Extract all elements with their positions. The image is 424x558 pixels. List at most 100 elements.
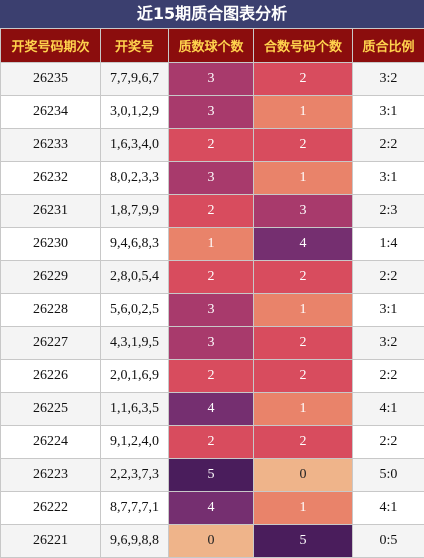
count-cell: 3 (168, 62, 254, 96)
count-cell: 2 (168, 359, 254, 393)
table-cell: 8,0,2,3,3 (100, 161, 169, 195)
count-cell: 2 (253, 62, 353, 96)
table-row: 26228 5,6,0,2,5 3 1 3:1 (0, 293, 424, 327)
table-row: 26235 7,7,9,6,7 3 2 3:2 (0, 62, 424, 96)
table-cell: 3:2 (352, 326, 424, 360)
header-cell: 开奖号 (100, 28, 169, 63)
count-cell: 2 (168, 194, 254, 228)
table-cell: 3:2 (352, 62, 424, 96)
count-cell: 1 (253, 95, 353, 129)
table-cell: 26233 (0, 128, 101, 162)
header-cell: 质合比例 (352, 28, 424, 63)
table-cell: 26223 (0, 458, 101, 492)
count-cell: 0 (168, 524, 254, 558)
table-row: 26229 2,8,0,5,4 2 2 2:2 (0, 260, 424, 294)
table: 开奖号码期次 开奖号 质数球个数 合数号码个数 质合比例 26235 7,7,9,6,7 3… (0, 28, 424, 558)
count-cell: 0 (253, 458, 353, 492)
table-row: 26232 8,0,2,3,3 3 1 3:1 (0, 161, 424, 195)
table-cell: 4:1 (352, 392, 424, 426)
table-row: 26233 1,6,3,4,0 2 2 2:2 (0, 128, 424, 162)
count-cell: 2 (253, 326, 353, 360)
title: 近15期质合图表分析 (0, 0, 424, 28)
count-cell: 3 (168, 161, 254, 195)
count-cell: 2 (253, 260, 353, 294)
header-cell: 开奖号码期次 (0, 28, 101, 63)
table-cell: 3:1 (352, 95, 424, 129)
table-cell: 9,4,6,8,3 (100, 227, 169, 261)
table-cell: 26226 (0, 359, 101, 393)
count-cell: 4 (253, 227, 353, 261)
count-cell: 3 (168, 326, 254, 360)
table-cell: 2:3 (352, 194, 424, 228)
table-cell: 1,6,3,4,0 (100, 128, 169, 162)
count-cell: 3 (168, 293, 254, 327)
count-cell: 5 (168, 458, 254, 492)
count-cell: 1 (253, 293, 353, 327)
table-cell: 1,8,7,9,9 (100, 194, 169, 228)
table-cell: 9,1,2,4,0 (100, 425, 169, 459)
table-row: 26224 9,1,2,4,0 2 2 2:2 (0, 425, 424, 459)
table-row: 26221 9,6,9,8,8 0 5 0:5 (0, 524, 424, 558)
count-cell: 2 (253, 425, 353, 459)
header-row: 开奖号码期次 开奖号 质数球个数 合数号码个数 质合比例 (0, 28, 424, 63)
table-cell: 26222 (0, 491, 101, 525)
table-row: 26231 1,8,7,9,9 2 3 2:3 (0, 194, 424, 228)
table-cell: 2,8,0,5,4 (100, 260, 169, 294)
table-cell: 2,2,3,7,3 (100, 458, 169, 492)
count-cell: 2 (168, 128, 254, 162)
count-cell: 3 (168, 95, 254, 129)
table-cell: 26227 (0, 326, 101, 360)
table-cell: 3:1 (352, 293, 424, 327)
table-cell: 4,3,1,9,5 (100, 326, 169, 360)
table-cell: 2:2 (352, 128, 424, 162)
count-cell: 2 (168, 260, 254, 294)
count-cell: 2 (253, 359, 353, 393)
count-cell: 4 (168, 491, 254, 525)
table-cell: 2:2 (352, 425, 424, 459)
count-cell: 4 (168, 392, 254, 426)
table-row: 26234 3,0,1,2,9 3 1 3:1 (0, 95, 424, 129)
count-cell: 2 (253, 128, 353, 162)
table-cell: 1,1,6,3,5 (100, 392, 169, 426)
table-cell: 26235 (0, 62, 101, 96)
table-cell: 3,0,1,2,9 (100, 95, 169, 129)
table-cell: 2:2 (352, 260, 424, 294)
count-cell: 1 (253, 392, 353, 426)
table-row: 26230 9,4,6,8,3 1 4 1:4 (0, 227, 424, 261)
table-cell: 26232 (0, 161, 101, 195)
table-row: 26226 2,0,1,6,9 2 2 2:2 (0, 359, 424, 393)
table-cell: 5,6,0,2,5 (100, 293, 169, 327)
table-cell: 7,7,9,6,7 (100, 62, 169, 96)
table-cell: 5:0 (352, 458, 424, 492)
count-cell: 2 (168, 425, 254, 459)
count-cell: 1 (168, 227, 254, 261)
table-cell: 26229 (0, 260, 101, 294)
table-row: 26225 1,1,6,3,5 4 1 4:1 (0, 392, 424, 426)
table-cell: 0:5 (352, 524, 424, 558)
count-cell: 1 (253, 161, 353, 195)
count-cell: 5 (253, 524, 353, 558)
table-cell: 2,0,1,6,9 (100, 359, 169, 393)
table-cell: 26228 (0, 293, 101, 327)
table-cell: 26231 (0, 194, 101, 228)
count-cell: 3 (253, 194, 353, 228)
table-row: 26222 8,7,7,7,1 4 1 4:1 (0, 491, 424, 525)
count-cell: 1 (253, 491, 353, 525)
table-cell: 4:1 (352, 491, 424, 525)
table-cell: 26221 (0, 524, 101, 558)
table-cell: 26230 (0, 227, 101, 261)
table-row: 26223 2,2,3,7,3 5 0 5:0 (0, 458, 424, 492)
table-cell: 2:2 (352, 359, 424, 393)
header-cell: 质数球个数 (168, 28, 254, 63)
table-cell: 3:1 (352, 161, 424, 195)
table-cell: 8,7,7,7,1 (100, 491, 169, 525)
table-cell: 26224 (0, 425, 101, 459)
table-cell: 1:4 (352, 227, 424, 261)
table-cell: 9,6,9,8,8 (100, 524, 169, 558)
table-body: 26235 7,7,9,6,7 3 2 3:2 26234 3,0,1,2,9 3 1 3:1 26… (0, 62, 424, 558)
table-cell: 26234 (0, 95, 101, 129)
header-cell: 合数号码个数 (253, 28, 353, 63)
table-cell: 26225 (0, 392, 101, 426)
table-row: 26227 4,3,1,9,5 3 2 3:2 (0, 326, 424, 360)
